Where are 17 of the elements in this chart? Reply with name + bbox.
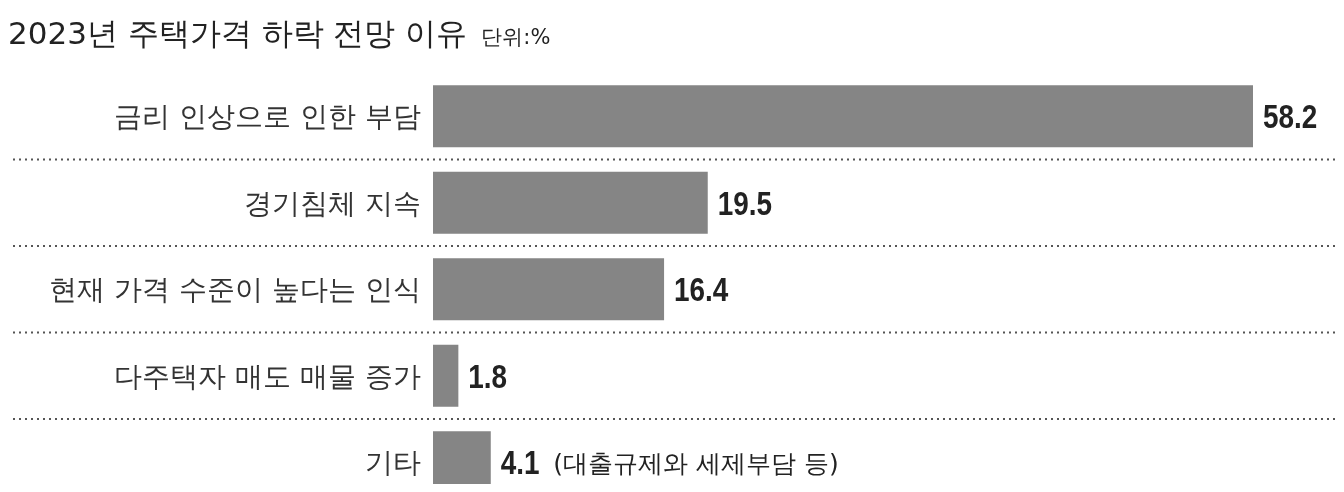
data-label: 16.4 xyxy=(674,270,729,309)
annotation: (대출규제와 세제부담 등) xyxy=(553,449,839,479)
y-tick-label: 금리 인상으로 인한 부담 xyxy=(114,100,421,134)
y-tick-label: 다주택자 매도 매물 증가 xyxy=(114,359,421,393)
data-label: 19.5 xyxy=(717,184,772,223)
bar xyxy=(433,344,459,407)
data-label: 1.8 xyxy=(468,357,508,396)
y-tick-label: 현재 가격 수준이 높다는 인식 xyxy=(49,273,421,307)
chart-title: 2023년 주택가격 하락 전망 이유 xyxy=(8,15,468,51)
bar xyxy=(433,258,665,321)
bar xyxy=(433,85,1253,148)
data-label: 4.1 xyxy=(500,443,540,482)
data-label: 58.2 xyxy=(1263,97,1318,136)
y-tick-label: 기타 xyxy=(365,446,421,480)
chart-subtitle: 단위:% xyxy=(481,25,551,49)
bar xyxy=(433,171,708,234)
y-tick-label: 경기침체 지속 xyxy=(244,186,421,220)
